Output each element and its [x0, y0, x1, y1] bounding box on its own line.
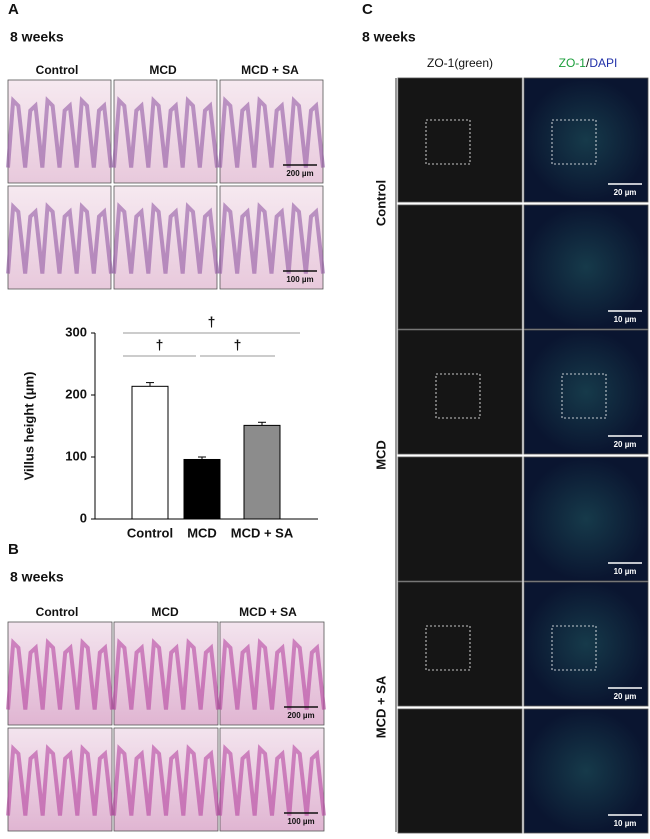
micrograph	[523, 77, 649, 203]
column-label: ZO-1/DAPI	[559, 56, 618, 70]
zoom-box	[425, 625, 471, 671]
micrograph	[523, 456, 649, 582]
row-label: MCD	[373, 440, 388, 470]
tissue	[218, 96, 325, 168]
y-tick-label: 200	[65, 386, 87, 401]
bar	[243, 424, 281, 520]
scale-bar-label: 20 µm	[614, 440, 637, 449]
scale-bar-label: 10 µm	[614, 315, 637, 324]
panel-label: A	[8, 1, 19, 18]
tissue	[6, 638, 114, 710]
scale-bar-label: 200 µm	[287, 711, 314, 720]
panel-subtitle: 8 weeks	[10, 29, 64, 45]
zoom-box	[551, 119, 597, 165]
micrograph	[523, 708, 649, 834]
column-label-part: ZO-1	[559, 56, 587, 70]
zoom-box	[551, 625, 597, 671]
column-label: Control	[36, 63, 79, 77]
scale-bar-label: 100 µm	[286, 275, 313, 284]
panel-label: C	[362, 1, 373, 18]
y-tick-label: 300	[65, 324, 87, 339]
x-tick-label: MCD + SA	[231, 525, 294, 540]
x-tick-label: MCD	[187, 525, 217, 540]
tissue	[112, 638, 220, 710]
bar	[131, 385, 169, 520]
column-label-part: DAPI	[589, 56, 617, 70]
tissue	[218, 202, 325, 274]
tissue	[112, 202, 219, 274]
row-label: Control	[373, 180, 388, 226]
significance-mark: †	[234, 337, 242, 353]
tissue	[6, 96, 113, 168]
panel-subtitle: 8 weeks	[10, 569, 64, 585]
column-label: ZO-1(green)	[427, 56, 493, 70]
x-tick-label: Control	[127, 525, 173, 540]
scale-bar-label: 20 µm	[614, 692, 637, 701]
y-tick-label: 0	[80, 510, 87, 525]
bar	[183, 458, 221, 520]
column-label-part: /	[586, 56, 590, 70]
micrograph	[397, 708, 523, 834]
panel-label: B	[8, 541, 19, 558]
scale-bar-label: 10 µm	[614, 567, 637, 576]
micrograph	[397, 329, 523, 455]
column-label: Control	[36, 605, 79, 619]
y-axis-label: Villus height (μm)	[21, 372, 36, 481]
micrograph	[397, 456, 523, 582]
tissue	[112, 96, 219, 168]
tissue	[6, 202, 113, 274]
column-label: MCD	[151, 605, 179, 619]
micrograph	[397, 581, 523, 707]
panel-subtitle: 8 weeks	[362, 29, 416, 45]
column-label: MCD + SA	[241, 63, 299, 77]
scale-bar-label: 100 µm	[287, 817, 314, 826]
zoom-box	[435, 373, 481, 419]
significance-mark: †	[156, 337, 164, 353]
tissue	[6, 744, 114, 816]
column-label: MCD + SA	[239, 605, 297, 619]
micrograph	[397, 77, 523, 203]
significance-mark: †	[208, 314, 216, 330]
tissue	[112, 744, 220, 816]
zoom-box	[425, 119, 471, 165]
zoom-box	[561, 373, 607, 419]
micrograph	[397, 204, 523, 330]
micrograph	[523, 581, 649, 707]
tissue	[218, 744, 326, 816]
micrograph	[523, 204, 649, 330]
row-label: MCD + SA	[373, 675, 388, 738]
micrograph	[523, 329, 649, 455]
scale-bar-label: 20 µm	[614, 188, 637, 197]
y-tick-label: 100	[65, 448, 87, 463]
tissue	[218, 638, 326, 710]
column-label: MCD	[149, 63, 177, 77]
scale-bar-label: 10 µm	[614, 819, 637, 828]
scale-bar-label: 200 µm	[286, 169, 313, 178]
